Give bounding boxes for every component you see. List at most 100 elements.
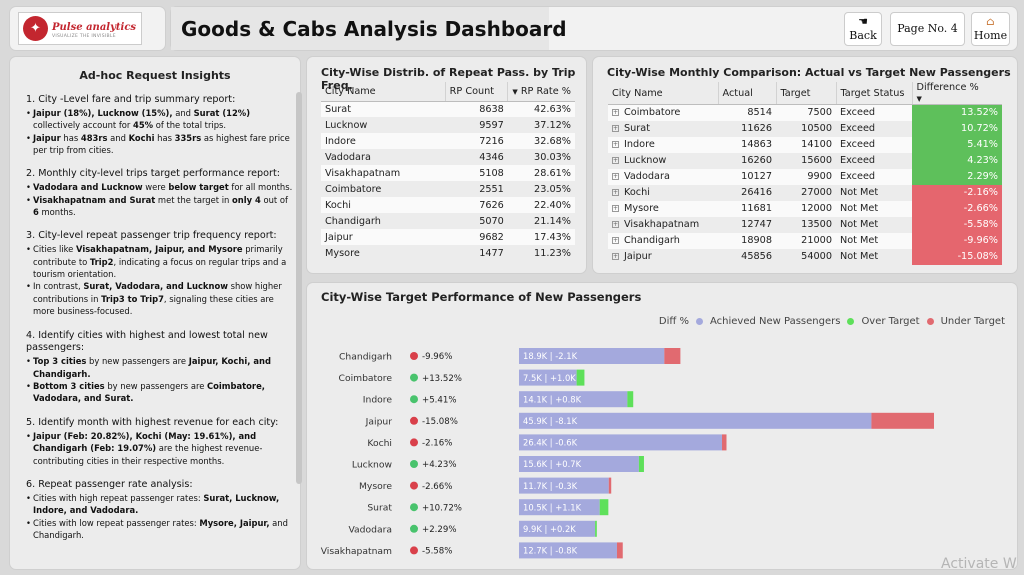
- category-label: Kochi: [367, 438, 392, 449]
- table-row[interactable]: + Kochi 26416 27000 Not Met -2.16%: [608, 184, 1002, 201]
- expand-icon[interactable]: +: [612, 140, 619, 148]
- expand-icon[interactable]: +: [612, 172, 619, 180]
- table-row[interactable]: + Vadodara 10127 9900 Exceed 2.29%: [608, 168, 1002, 185]
- col-actual[interactable]: Actual: [718, 82, 777, 105]
- col-rp-count[interactable]: RP Count: [445, 82, 509, 102]
- table-row[interactable]: + Jaipur 45856 54000 Not Met -15.08%: [608, 248, 1002, 265]
- bar-data-label: 26.4K | -0.6K: [523, 438, 578, 448]
- actual-cell: 12747: [718, 216, 776, 233]
- under-target-bar: [616, 542, 623, 559]
- status-cell: Exceed: [836, 152, 912, 169]
- insight-5: 5. Identify month with highest revenue f…: [26, 417, 294, 467]
- table-row[interactable]: Kochi 7626 22.40%: [321, 197, 575, 213]
- table-row[interactable]: + Indore 14863 14100 Exceed 5.41%: [608, 136, 1002, 153]
- status-cell: Not Met: [836, 248, 912, 265]
- diff-status-dot: [410, 503, 418, 512]
- table-row[interactable]: Coimbatore 2551 23.05%: [321, 181, 575, 197]
- logo-panel: ✦ Pulse analytics VISUALIZE THE INVISIBL…: [10, 7, 165, 50]
- table-row[interactable]: + Surat 11626 10500 Exceed 10.72%: [608, 120, 1002, 137]
- status-cell: Not Met: [836, 232, 912, 249]
- diff-pct-label: +13.52%: [422, 374, 462, 384]
- expand-icon[interactable]: +: [612, 204, 619, 212]
- rp-rate-cell: 23.05%: [507, 181, 575, 197]
- diff-pct-label: -15.08%: [422, 417, 458, 427]
- table-row[interactable]: + Visakhapatnam 12747 13500 Not Met -5.58%: [608, 216, 1002, 233]
- col-target[interactable]: Target: [776, 82, 837, 105]
- rp-rate-cell: 30.03%: [507, 149, 575, 165]
- category-label: Visakhapatnam: [321, 546, 392, 557]
- col-rp-rate[interactable]: ▼ RP Rate %: [507, 82, 575, 102]
- difference-cell: 10.72%: [912, 120, 1002, 137]
- table-row[interactable]: + Mysore 11681 12000 Not Met -2.66%: [608, 200, 1002, 217]
- city-cell: + Jaipur: [608, 248, 718, 265]
- city-cell: + Kochi: [608, 184, 718, 201]
- over-target-bar: [599, 499, 609, 516]
- city-cell: + Visakhapatnam: [608, 216, 718, 233]
- target-cell: 13500: [776, 216, 836, 233]
- city-cell: Lucknow: [321, 117, 446, 133]
- table-row[interactable]: Jaipur 9682 17.43%: [321, 229, 575, 245]
- rp-count-cell: 4346: [445, 149, 508, 165]
- actual-cell: 8514: [718, 104, 776, 121]
- hand-back-icon: ☚: [858, 15, 868, 28]
- difference-cell: 13.52%: [912, 104, 1002, 121]
- expand-icon[interactable]: +: [612, 236, 619, 244]
- insight-3: 3. City-level repeat passenger trip freq…: [26, 230, 294, 317]
- home-button[interactable]: ⌂ Home: [971, 12, 1010, 46]
- legend-under: Under Target: [940, 316, 1005, 327]
- expand-icon[interactable]: +: [612, 108, 619, 116]
- expand-icon[interactable]: +: [612, 252, 619, 260]
- insight-6: 6. Repeat passenger rate analysis: Citie…: [26, 479, 294, 541]
- difference-cell: 5.41%: [912, 136, 1002, 153]
- rp-count-cell: 2551: [445, 181, 508, 197]
- legend-under-swatch: [926, 318, 934, 325]
- col-city-name[interactable]: City Name: [321, 82, 446, 102]
- target-cell: 10500: [776, 120, 836, 137]
- status-cell: Not Met: [836, 184, 912, 201]
- back-button[interactable]: ☚ Back: [844, 12, 882, 46]
- table-row[interactable]: Visakhapatnam 5108 28.61%: [321, 165, 575, 181]
- under-target-bar: [664, 348, 681, 364]
- diff-pct-label: -9.96%: [422, 352, 452, 362]
- city-cell: + Vadodara: [608, 168, 718, 185]
- table-row[interactable]: Vadodara 4346 30.03%: [321, 149, 575, 165]
- table-row[interactable]: Mysore 1477 11.23%: [321, 245, 575, 261]
- bar-data-label: 18.9K | -2.1K: [523, 351, 578, 361]
- achieved-bar: [519, 520, 596, 537]
- rp-rate-cell: 17.43%: [507, 229, 575, 245]
- table-row[interactable]: Indore 7216 32.68%: [321, 133, 575, 149]
- expand-icon[interactable]: +: [612, 156, 619, 164]
- expand-icon[interactable]: +: [612, 188, 619, 196]
- target-cell: 27000: [776, 184, 836, 201]
- monthly-comparison-table: City Name Actual Target Target Status Di…: [608, 82, 1002, 265]
- insight-2: 2. Monthly city-level trips target perfo…: [26, 168, 294, 218]
- page-number-button[interactable]: Page No. 4: [890, 12, 965, 46]
- table-row[interactable]: Chandigarh 5070 21.14%: [321, 213, 575, 229]
- rp-rate-cell: 28.61%: [507, 165, 575, 181]
- city-cell: + Surat: [608, 120, 718, 137]
- city-cell: + Indore: [608, 136, 718, 153]
- target-cell: 7500: [776, 104, 836, 121]
- col-city-name[interactable]: City Name: [608, 82, 719, 105]
- table-row[interactable]: + Lucknow 16260 15600 Exceed 4.23%: [608, 152, 1002, 169]
- chart-title: City-Wise Target Performance of New Pass…: [321, 290, 642, 304]
- sort-desc-icon: ▼: [512, 87, 518, 96]
- header-bar: Goods & Cabs Analysis Dashboard ☚ Back P…: [171, 7, 1017, 50]
- rp-rate-cell: 32.68%: [507, 133, 575, 149]
- table-row[interactable]: Lucknow 9597 37.12%: [321, 117, 575, 133]
- col-target-status[interactable]: Target Status: [836, 82, 913, 105]
- rp-rate-cell: 22.40%: [507, 197, 575, 213]
- table-row[interactable]: + Chandigarh 18908 21000 Not Met -9.96%: [608, 232, 1002, 249]
- repeat-passenger-table-panel: City-Wise Distrib. of Repeat Pass. by Tr…: [307, 57, 586, 273]
- expand-icon[interactable]: +: [612, 124, 619, 132]
- col-difference[interactable]: Difference % ▼: [912, 82, 1002, 105]
- bar-data-label: 7.5K | +1.0K: [523, 373, 576, 383]
- over-target-bar: [576, 369, 585, 386]
- table-row[interactable]: + Coimbatore 8514 7500 Exceed 13.52%: [608, 104, 1002, 121]
- table-row[interactable]: Surat 8638 42.63%: [321, 101, 575, 117]
- diff-status-dot: [410, 524, 418, 533]
- insights-scrollbar[interactable]: [296, 92, 302, 484]
- actual-cell: 10127: [718, 168, 776, 185]
- monthly-comparison-table-panel: City-Wise Monthly Comparison: Actual vs …: [593, 57, 1017, 273]
- expand-icon[interactable]: +: [612, 220, 619, 228]
